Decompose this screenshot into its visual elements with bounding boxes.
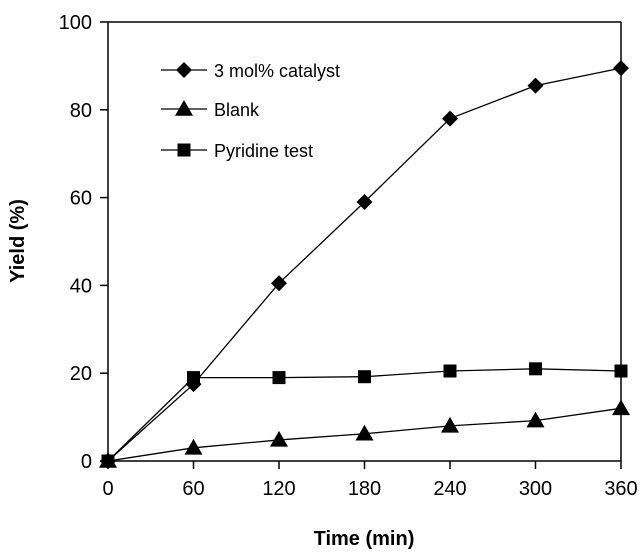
legend-label: Blank: [214, 100, 260, 120]
legend-marker-diamond: [176, 62, 192, 78]
x-axis-title: Time (min): [314, 528, 415, 550]
series-layer: [99, 60, 630, 469]
legend-marker-triangle: [175, 100, 193, 116]
y-axis-title: Yield (%): [7, 199, 29, 283]
data-point-diamond: [527, 77, 544, 94]
data-point-triangle: [441, 416, 459, 433]
legend-marker-square: [177, 143, 191, 157]
data-point-square: [529, 362, 542, 376]
data-point-triangle: [184, 438, 203, 455]
y-ticks: 0 20 40 60 80 100: [59, 12, 108, 473]
data-point-square: [101, 454, 115, 468]
data-point-square: [272, 371, 286, 385]
series-2: [99, 399, 630, 468]
x-tick-label: 240: [433, 478, 466, 500]
x-tick-label: 360: [604, 478, 637, 500]
legend-label: 3 mol% catalyst: [214, 61, 340, 81]
legend-item: Blank: [161, 100, 260, 120]
data-point-triangle: [355, 424, 374, 441]
data-point-square: [358, 370, 371, 384]
axes: [107, 21, 622, 462]
x-tick-label: 180: [348, 478, 381, 500]
series-line: [107, 67, 622, 462]
data-point-diamond: [271, 275, 287, 292]
data-point-square: [187, 371, 200, 385]
data-point-square: [614, 364, 628, 378]
y-tick-label: 40: [70, 275, 92, 297]
y-tick-label: 80: [70, 100, 92, 122]
data-point-diamond: [442, 110, 458, 127]
legend-item: 3 mol% catalyst: [161, 61, 340, 81]
x-ticks: 0 60 120 180 240 300 360: [102, 461, 638, 500]
x-tick-label: 0: [102, 478, 113, 500]
y-tick-label: 60: [70, 188, 92, 210]
y-tick-label: 100: [59, 12, 92, 34]
data-point-square: [443, 364, 457, 378]
data-point-diamond: [356, 193, 373, 210]
legend: 3 mol% catalyst Blank Pyridine test: [161, 61, 340, 161]
x-tick-label: 300: [519, 478, 552, 500]
legend-label: Pyridine test: [214, 141, 313, 161]
y-tick-label: 20: [70, 363, 92, 385]
legend-item: Pyridine test: [161, 141, 313, 161]
y-tick-label: 0: [81, 451, 92, 473]
x-tick-label: 60: [182, 478, 204, 500]
series-3: [101, 362, 628, 468]
data-point-triangle: [526, 411, 545, 428]
data-point-triangle: [270, 430, 288, 447]
data-point-triangle: [612, 399, 630, 416]
x-tick-label: 120: [262, 478, 295, 500]
series-1: [100, 60, 629, 469]
data-point-diamond: [613, 60, 629, 77]
